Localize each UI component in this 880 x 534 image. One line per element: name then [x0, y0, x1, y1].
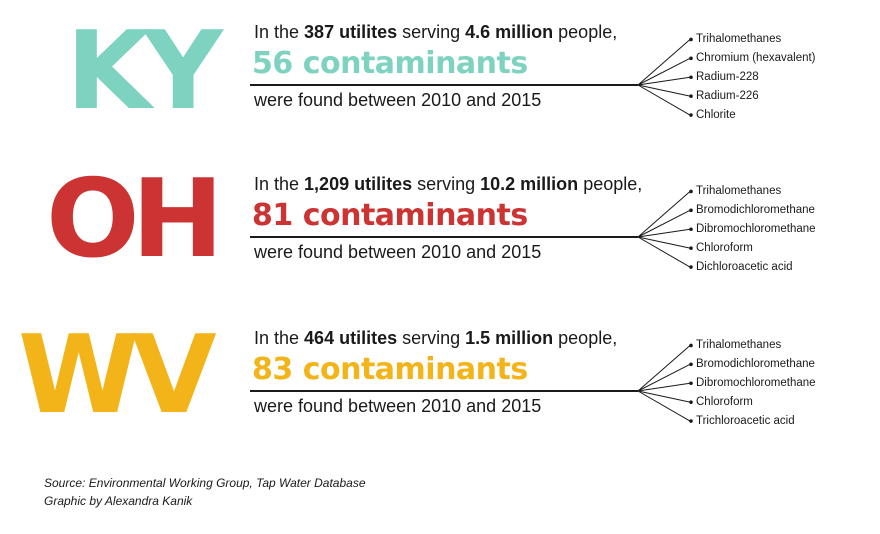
- branch-dot: [689, 246, 693, 250]
- footer: Source: Environmental Working Group, Tap…: [44, 474, 366, 510]
- utilities-count: 1,209 utilites: [304, 174, 413, 194]
- contaminant-item: Trichloroacetic acid: [696, 414, 795, 427]
- serving-text: serving: [397, 22, 466, 42]
- contaminant-list: Trihalomethanes Bromodichloromethane Dib…: [696, 336, 816, 430]
- branch-line: [637, 390, 691, 422]
- utilities-count: 464 utilites: [304, 328, 398, 348]
- branch-dot: [689, 362, 693, 367]
- contaminant-item: Chloroform: [696, 395, 753, 408]
- branch-line: [637, 209, 691, 238]
- branch-dot: [689, 75, 693, 80]
- contaminant-item: Dibromochloromethane: [696, 376, 816, 389]
- branch-dot: [689, 208, 693, 213]
- people-suffix: people,: [553, 328, 618, 348]
- branch-dot: [689, 343, 693, 348]
- branch-line: [637, 345, 691, 392]
- utilities-summary: In the 464 utilites serving 1.5 million …: [254, 328, 617, 349]
- found-period-text: were found between 2010 and 2015: [254, 396, 542, 416]
- branch-lines: [637, 37, 693, 117]
- contaminant-list: Trihalomethanes Chromium (hexavalent) Ra…: [696, 30, 816, 124]
- utilities-summary: In the 1,209 utilites serving 10.2 milli…: [254, 174, 642, 195]
- people-count: 4.6 million: [465, 22, 554, 42]
- contaminant-item: Bromodichloromethane: [696, 203, 815, 216]
- serving-text: serving: [397, 328, 466, 348]
- branch-line: [637, 191, 691, 238]
- branch-dot: [689, 265, 693, 269]
- contaminant-list: Trihalomethanes Bromodichloromethane Dib…: [696, 182, 816, 276]
- contaminant-item: Bromodichloromethane: [696, 357, 815, 370]
- branch-line: [637, 39, 691, 86]
- serving-text: serving: [412, 174, 481, 194]
- people-count: 1.5 million: [465, 328, 554, 348]
- state-abbreviation: OH: [46, 157, 224, 282]
- branch-line: [637, 84, 691, 97]
- found-period-text: were found between 2010 and 2015: [254, 242, 542, 262]
- graphic-credit: Graphic by Alexandra Kanik: [44, 494, 193, 508]
- branch-lines: [637, 343, 693, 423]
- divider-line: [250, 390, 638, 392]
- contaminant-item: Dichloroacetic acid: [696, 260, 793, 273]
- divider-line: [250, 84, 638, 86]
- contaminant-item: Dibromochloromethane: [696, 222, 816, 235]
- intro-text: In the: [254, 174, 305, 194]
- branch-dot: [689, 419, 693, 423]
- branch-line: [637, 57, 691, 86]
- people-suffix: people,: [578, 174, 643, 194]
- branch-line: [637, 363, 691, 392]
- branch-line: [637, 236, 691, 268]
- contaminant-count: 83 contaminants: [252, 352, 528, 387]
- intro-text: In the: [254, 328, 305, 348]
- contaminant-count: 81 contaminants: [252, 198, 528, 233]
- branch-line: [637, 382, 691, 392]
- state-abbreviation: WV: [18, 313, 217, 438]
- branch-line: [637, 390, 691, 403]
- branch-dot: [689, 94, 693, 98]
- branch-lines: [637, 189, 693, 269]
- found-period-text: were found between 2010 and 2015: [254, 90, 542, 110]
- contaminant-item: Chlorite: [696, 108, 736, 121]
- state-block-oh: OH In the 1,209 utilites serving 10.2 mi…: [0, 166, 880, 302]
- branch-dot: [689, 400, 693, 404]
- branch-line: [637, 228, 691, 238]
- branch-dot: [689, 189, 693, 194]
- utilities-count: 387 utilites: [304, 22, 398, 42]
- source-note: Source: Environmental Working Group, Tap…: [44, 476, 366, 490]
- utilities-summary: In the 387 utilites serving 4.6 million …: [254, 22, 617, 43]
- branch-line: [637, 84, 691, 116]
- contaminant-item: Chloroform: [696, 241, 753, 254]
- branch-dot: [689, 56, 693, 61]
- branch-dot: [689, 37, 693, 42]
- branch-dot: [689, 227, 693, 232]
- state-abbreviation: KY: [66, 9, 223, 134]
- contaminant-item: Chromium (hexavalent): [696, 51, 816, 64]
- branch-dot: [689, 381, 693, 386]
- state-block-wv: WV In the 464 utilites serving 1.5 milli…: [0, 322, 880, 456]
- branch-line: [637, 76, 691, 86]
- people-count: 10.2 million: [480, 174, 579, 194]
- contaminant-count: 56 contaminants: [252, 46, 528, 81]
- people-suffix: people,: [553, 22, 618, 42]
- branch-dot: [689, 113, 693, 117]
- contaminant-item: Radium-228: [696, 70, 759, 83]
- divider-line: [250, 236, 638, 238]
- contaminant-item: Trihalomethanes: [696, 339, 782, 351]
- branch-line: [637, 236, 691, 249]
- contaminant-item: Trihalomethanes: [696, 33, 782, 45]
- state-block-ky: KY In the 387 utilites serving 4.6 milli…: [0, 9, 880, 150]
- contaminant-item: Trihalomethanes: [696, 185, 782, 197]
- contaminant-item: Radium-226: [696, 89, 759, 102]
- intro-text: In the: [254, 22, 305, 42]
